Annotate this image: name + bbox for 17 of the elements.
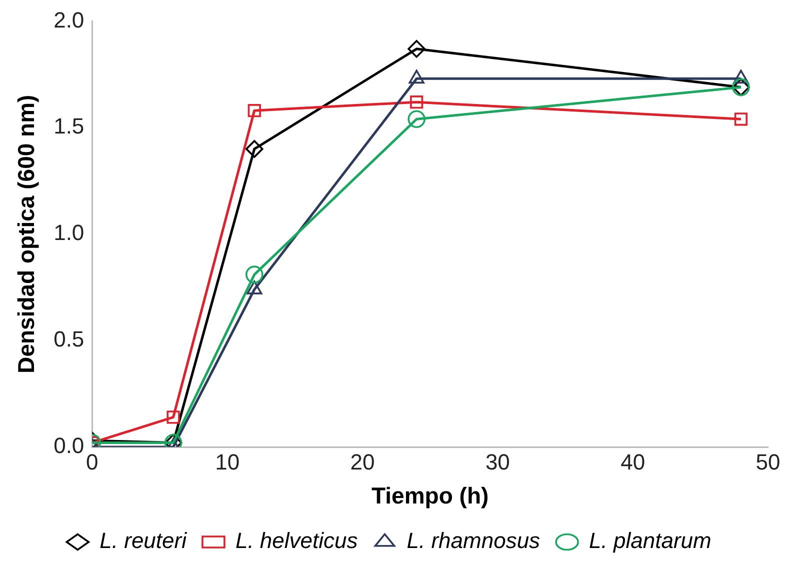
legend-label: L. reuteri <box>100 528 188 554</box>
x-tick-label: 20 <box>350 449 375 474</box>
y-tick-label: 2.0 <box>54 7 84 32</box>
x-tick-label: 40 <box>620 449 646 474</box>
legend-label: L. plantarum <box>589 528 712 554</box>
legend-label: L. rhamnosus <box>406 528 540 554</box>
y-tick-label: 1.0 <box>54 220 84 246</box>
y-tick-label: 1.5 <box>54 114 84 139</box>
y-tick-label: 0.0 <box>54 433 84 458</box>
x-tick-label: 50 <box>756 449 780 474</box>
y-tick-label: 0.5 <box>54 326 84 352</box>
x-tick-label: 30 <box>485 449 510 474</box>
x-tick-label: 0 <box>86 449 98 474</box>
legend-label: L. helveticus <box>235 528 358 554</box>
x-tick-label: 10 <box>215 449 240 474</box>
y-axis-title: Densidad optica (600 nm) <box>13 94 40 374</box>
x-axis-title: Tiempo (h) <box>372 482 489 509</box>
